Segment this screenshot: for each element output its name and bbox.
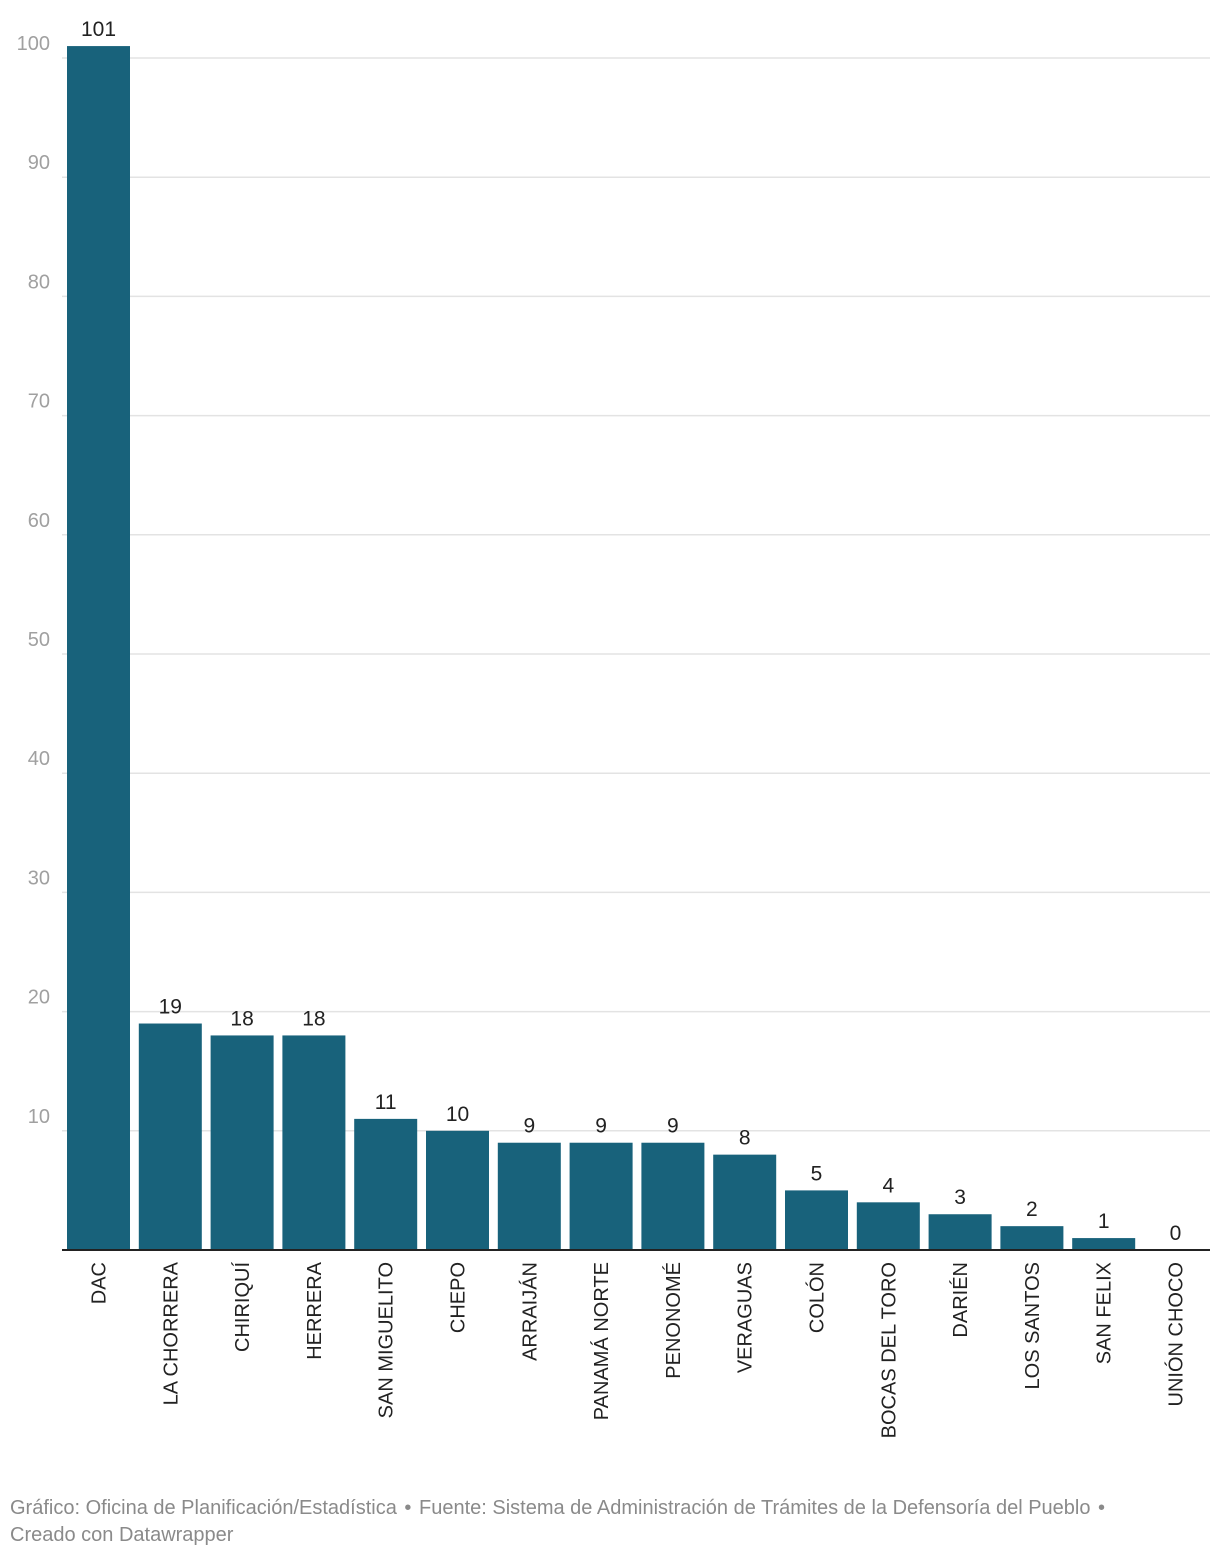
x-category-label: VERAGUAS bbox=[735, 1262, 757, 1373]
x-axis-category-labels: DAC LA CHORRERA CHIRIQUÍ HERRERA SAN MIGUELI… bbox=[89, 1261, 1188, 1438]
x-category-label: PENONOMÉ bbox=[662, 1262, 685, 1379]
value-label: 1 bbox=[1098, 1210, 1110, 1233]
bar bbox=[1000, 1226, 1064, 1250]
bar bbox=[138, 1023, 202, 1250]
x-category-label: COLÓN bbox=[806, 1262, 829, 1333]
y-tick-label: 60 bbox=[28, 510, 50, 532]
y-tick-label: 70 bbox=[28, 391, 50, 413]
chart-footer: Gráfico: Oficina de Planificación/Estadí… bbox=[10, 1495, 1210, 1549]
x-category-label: LA CHORRERA bbox=[160, 1261, 182, 1405]
bar bbox=[354, 1118, 418, 1250]
tool-credit-text: Creado con Datawrapper bbox=[10, 1524, 234, 1546]
bar bbox=[713, 1154, 777, 1250]
x-category-label: CHEPO bbox=[448, 1262, 470, 1333]
bar bbox=[426, 1130, 489, 1250]
value-label: 10 bbox=[446, 1103, 469, 1126]
value-label: 18 bbox=[230, 1007, 253, 1030]
value-label: 101 bbox=[81, 18, 116, 41]
x-category-label: SAN FELIX bbox=[1094, 1262, 1116, 1364]
value-label: 4 bbox=[882, 1174, 894, 1197]
separator-dot: • bbox=[1098, 1497, 1106, 1519]
x-category-label: PANAMÁ NORTE bbox=[590, 1262, 613, 1420]
x-category-label: ARRAIJÁN bbox=[518, 1262, 541, 1361]
value-label: 5 bbox=[811, 1162, 823, 1185]
y-tick-label: 40 bbox=[28, 748, 50, 770]
x-category-label: LOS SANTOS bbox=[1022, 1262, 1044, 1389]
value-label: 2 bbox=[1026, 1198, 1038, 1221]
bar bbox=[856, 1202, 920, 1250]
bar bbox=[1072, 1238, 1136, 1250]
x-category-label: CHIRIQUÍ bbox=[231, 1262, 254, 1352]
x-category-label: DAC bbox=[89, 1262, 111, 1304]
value-label: 9 bbox=[523, 1115, 535, 1138]
y-tick-label: 20 bbox=[28, 987, 50, 1009]
x-category-label: UNIÓN CHOCO bbox=[1165, 1262, 1188, 1406]
separator-dot: • bbox=[404, 1497, 412, 1519]
value-label: 9 bbox=[595, 1115, 607, 1138]
source-text: Fuente: Sistema de Administración de Trá… bbox=[419, 1497, 1091, 1519]
y-tick-label: 90 bbox=[28, 152, 50, 174]
x-category-label: SAN MIGUELITO bbox=[376, 1262, 398, 1418]
bar bbox=[569, 1142, 633, 1250]
y-tick-label: 10 bbox=[28, 1106, 50, 1128]
bar bbox=[928, 1214, 992, 1250]
bar bbox=[641, 1142, 705, 1250]
bar bbox=[497, 1142, 561, 1250]
bar bbox=[785, 1190, 848, 1250]
value-label: 11 bbox=[375, 1091, 397, 1114]
y-tick-label: 30 bbox=[28, 867, 50, 889]
gridlines bbox=[62, 57, 1210, 1132]
x-category-label: DARIÉN bbox=[949, 1262, 972, 1338]
y-tick-label: 100 bbox=[17, 33, 50, 55]
bars bbox=[67, 46, 1136, 1251]
y-tick-label: 50 bbox=[28, 629, 50, 651]
y-axis-tick-labels: 10 20 30 40 50 60 70 80 90 100 bbox=[17, 33, 50, 1128]
value-label: 3 bbox=[954, 1186, 966, 1209]
credit-text: Gráfico: Oficina de Planificación/Estadí… bbox=[10, 1497, 397, 1519]
x-category-label: BOCAS DEL TORO bbox=[878, 1262, 900, 1438]
value-label: 8 bbox=[739, 1127, 751, 1150]
value-label: 0 bbox=[1170, 1222, 1182, 1245]
value-label: 19 bbox=[159, 996, 182, 1019]
value-label: 18 bbox=[302, 1007, 325, 1030]
bar bbox=[67, 46, 130, 1251]
bar bbox=[282, 1035, 346, 1250]
y-tick-label: 80 bbox=[28, 271, 50, 293]
bar bbox=[210, 1035, 274, 1250]
x-category-label: HERRERA bbox=[304, 1261, 326, 1359]
value-label: 9 bbox=[667, 1115, 679, 1138]
